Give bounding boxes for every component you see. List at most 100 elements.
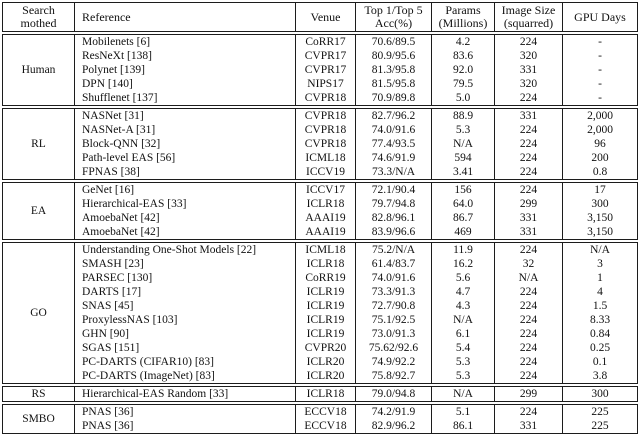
cell-image-size: 224 <box>495 369 563 383</box>
method-cell: RL <box>3 109 75 179</box>
cell-image-size: 224 <box>495 91 563 105</box>
cell-reference: SMASH [23] <box>75 257 296 271</box>
cell-image-size: 320 <box>495 49 563 63</box>
cell-image-size: 224 <box>495 123 563 137</box>
cell-gpu-days: - <box>598 91 602 104</box>
cell-acc: 74.0/91.6 <box>356 271 432 285</box>
table-group-rl: RL NASNet [31] CVPR18 82.7/96.2 88.9 331 2,000… <box>2 108 638 180</box>
method-cell: EA <box>3 183 75 239</box>
method-cell: SMBO <box>3 405 75 433</box>
cell-acc: 74.9/92.2 <box>356 355 432 369</box>
cell-params: 86.1 <box>432 419 495 433</box>
cell-venue: ICLR20 <box>296 355 356 369</box>
column-header-acc: Top 1/Top 5 Acc(%) <box>356 3 432 31</box>
cell-params: N/A <box>432 313 495 327</box>
cell-acc: 82.7/96.2 <box>356 109 432 123</box>
cell-image-size: 299 <box>495 387 563 401</box>
cell-venue: NIPS17 <box>296 77 356 91</box>
method-cell: RS <box>3 387 75 401</box>
cell-params: 3.41 <box>432 165 495 179</box>
cell-reference: SGAS [151] <box>75 341 296 355</box>
cell-acc: 79.0/94.8 <box>356 387 432 401</box>
cell-image-size: 331 <box>495 211 563 225</box>
column-header-reference: Reference <box>75 3 296 31</box>
cell-reference: DARTS [17] <box>75 285 296 299</box>
cell-gpu-days: - <box>598 77 602 90</box>
cell-image-size: 331 <box>495 225 563 239</box>
cell-reference: Hierarchical-EAS Random [33] <box>75 387 296 401</box>
cell-acc: 70.6/89.5 <box>356 35 432 49</box>
cell-reference: ProxylessNAS [103] <box>75 313 296 327</box>
cell-gpu-days: 17 <box>594 183 606 196</box>
cell-image-size: 224 <box>495 327 563 341</box>
cell-params: 5.6 <box>432 271 495 285</box>
cell-reference: DPN [140] <box>75 77 296 91</box>
cell-params: 92.0 <box>432 63 495 77</box>
cell-gpu-days: 225 <box>591 405 609 418</box>
cell-acc: 75.62/92.6 <box>356 341 432 355</box>
cell-gpu-days: 0.1 <box>592 355 608 368</box>
column-header-params: Params (Millions) <box>432 3 495 31</box>
cell-reference: GeNet [16] <box>75 183 296 197</box>
cell-reference: NASNet [31] <box>75 109 296 123</box>
cell-reference: Block-QNN [32] <box>75 137 296 151</box>
cell-image-size: 224 <box>495 243 563 257</box>
cell-venue: ICCV19 <box>296 165 356 179</box>
table-body: Human Mobilenets [6] CoRR17 70.6/89.5 4.2 224… <box>2 34 638 434</box>
cell-gpu-days: 2,000 <box>587 123 613 136</box>
cell-reference: AmoebaNet [42] <box>75 211 296 225</box>
cell-reference: Hierarchical-EAS [33] <box>75 197 296 211</box>
cell-params: 5.1 <box>432 405 495 419</box>
cell-acc: 75.2/N/A <box>356 243 432 257</box>
cell-venue: CVPR18 <box>296 123 356 137</box>
cell-reference: SNAS [45] <box>75 299 296 313</box>
cell-params: 86.7 <box>432 211 495 225</box>
cell-acc: 61.4/83.7 <box>356 257 432 271</box>
cell-reference: PNAS [36] <box>75 405 296 419</box>
column-header-venue: Venue <box>296 3 356 31</box>
cell-params: 16.2 <box>432 257 495 271</box>
cell-params: 4.2 <box>432 35 495 49</box>
cell-gpu-days: 1.5 <box>592 299 608 312</box>
cell-gpu-days: 4 <box>597 285 603 298</box>
cell-acc: 73.3/91.3 <box>356 285 432 299</box>
cell-image-size: 224 <box>495 151 563 165</box>
cell-acc: 73.3/N/A <box>356 165 432 179</box>
cell-image-size: 331 <box>495 63 563 77</box>
cell-reference: NASNet-A [31] <box>75 123 296 137</box>
cell-image-size: 224 <box>495 285 563 299</box>
cell-venue: ICLR19 <box>296 299 356 313</box>
cell-venue: ECCV18 <box>296 419 356 433</box>
cell-venue: CVPR17 <box>296 49 356 63</box>
cell-image-size: 224 <box>495 299 563 313</box>
cell-gpu-days: 96 <box>594 137 606 150</box>
cell-acc: 75.1/92.5 <box>356 313 432 327</box>
cell-acc: 74.0/91.6 <box>356 123 432 137</box>
cell-venue: CVPR20 <box>296 341 356 355</box>
cell-image-size: 224 <box>495 313 563 327</box>
cell-venue: CVPR18 <box>296 109 356 123</box>
cell-params: 79.5 <box>432 77 495 91</box>
cell-params: N/A <box>432 387 495 401</box>
cell-image-size: 331 <box>495 419 563 433</box>
cell-image-size: 299 <box>495 197 563 211</box>
cell-acc: 83.9/96.6 <box>356 225 432 239</box>
cell-gpu-days: 3.8 <box>592 369 608 382</box>
cell-acc: 81.5/95.8 <box>356 77 432 91</box>
cell-params: 469 <box>432 225 495 239</box>
cell-gpu-days: 225 <box>591 419 609 432</box>
cell-reference: PARSEC [130] <box>75 271 296 285</box>
cell-gpu-days: 8.33 <box>589 313 611 326</box>
cell-image-size: 320 <box>495 77 563 91</box>
cell-reference: ResNeXt [138] <box>75 49 296 63</box>
cell-venue: CVPR17 <box>296 63 356 77</box>
cell-params: 156 <box>432 183 495 197</box>
cell-image-size: 331 <box>495 109 563 123</box>
cell-acc: 82.8/96.1 <box>356 211 432 225</box>
cell-gpu-days: - <box>598 49 602 62</box>
cell-params: 11.9 <box>432 243 495 257</box>
cell-gpu-days: 300 <box>591 197 609 210</box>
cell-venue: CoRR17 <box>296 35 356 49</box>
cell-venue: CVPR18 <box>296 137 356 151</box>
